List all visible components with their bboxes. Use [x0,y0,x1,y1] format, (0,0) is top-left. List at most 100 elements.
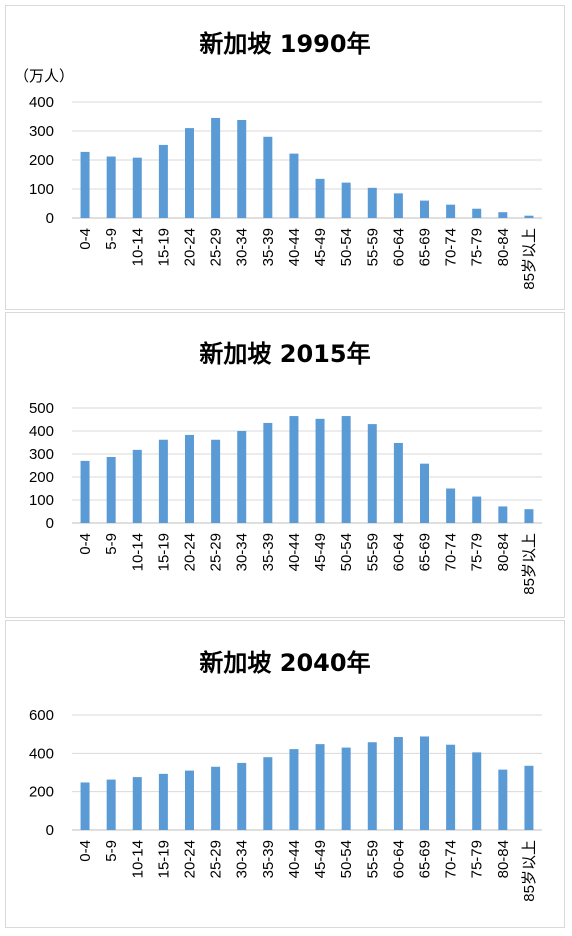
x-tick-label: 40-44 [286,228,303,266]
bar [211,766,221,830]
y-tick-label: 100 [29,181,54,198]
bar [211,439,221,523]
x-tick-label: 80-84 [495,840,512,878]
chart-panel-1990: 新加坡 1990年 （万人） 0 100 200 300 400 0-4 5-9 10-14 15-… [5,5,565,310]
y-tick-label: 100 [29,492,54,509]
x-tick-label: 35-39 [260,840,277,878]
chart-title: 新加坡 1990年 [199,30,370,58]
y-tick-label: 500 [29,400,54,417]
x-tick-label: 20-24 [182,228,199,266]
bar [263,422,273,523]
x-tick-label: 70-74 [443,228,460,266]
y-tick-label: 0 [46,822,54,839]
bar [341,416,351,523]
y-tick-label: 400 [29,745,54,762]
x-tick-label: 30-34 [234,228,251,266]
x-tick-label: 35-39 [260,533,277,571]
x-tick-label: 55-59 [364,840,381,878]
bar [315,418,325,523]
bar [446,488,456,523]
y-tick-label: 400 [29,423,54,440]
chart-title: 新加坡 2040年 [199,649,370,677]
x-tick-label: 65-69 [417,228,434,266]
bar [80,151,90,218]
bar [106,456,116,523]
y-tick-label: 0 [46,210,54,227]
bar [472,496,482,523]
bar [341,182,351,218]
x-tick-label: 55-59 [364,533,381,571]
x-tick-label: 30-34 [234,533,251,571]
bar [289,749,299,830]
x-tick-label: 20-24 [182,533,199,571]
bar [263,136,273,218]
x-tick-label: 60-64 [390,228,407,266]
x-tick-label: 45-49 [312,533,329,571]
x-tick-label: 15-19 [155,228,172,266]
x-tick-label: 0-4 [77,533,94,555]
bar [446,204,456,218]
y-tick-label: 300 [29,446,54,463]
x-tick-label: 5-9 [103,228,120,250]
x-tick-label: 85岁以上 [521,840,538,902]
x-tick-label: 55-59 [364,228,381,266]
x-tick-label: 25-29 [208,228,225,266]
x-tick-label: 15-19 [155,840,172,878]
x-tick-label: 75-79 [469,840,486,878]
y-tick-label: 200 [29,469,54,486]
chart-2015: 新加坡 2015年 0 100 200 300 400 500 0-4 5-9 10-14 15-1… [29,340,542,595]
y-tick-label: 600 [29,707,54,724]
bar [185,434,194,523]
x-tick-label: 35-39 [260,228,277,266]
x-tick-label: 15-19 [155,533,172,571]
bar [237,431,247,523]
x-tick-label: 70-74 [443,533,460,571]
bar [420,200,429,218]
bar [237,762,247,830]
bar [498,769,508,830]
chart-1990: 新加坡 1990年 （万人） 0 100 200 300 400 0-4 5-9 10-14 15-… [14,30,542,290]
bar [315,744,325,830]
bar [341,747,351,830]
bar [472,752,482,830]
x-tick-label: 65-69 [417,840,434,878]
x-tick-label: 75-79 [469,533,486,571]
y-tick-label: 300 [29,123,54,140]
bar [472,208,482,218]
x-tick-label: 65-69 [417,533,434,571]
x-tick-label: 40-44 [286,533,303,571]
x-tick-label: 20-24 [182,840,199,878]
bar [158,773,168,830]
bar [315,178,325,218]
x-tick-label: 45-49 [312,228,329,266]
bar [393,442,403,523]
bar [420,736,429,830]
x-tick-label: 60-64 [390,840,407,878]
chart-panel-2040: 新加坡 2040年 0 200 400 600 0-4 5-9 10-14 15-19 20-24… [5,620,565,928]
bar [132,157,142,218]
x-tick-label: 80-84 [495,228,512,266]
x-tick-label: 25-29 [208,840,225,878]
chart-panel-2015: 新加坡 2015年 0 100 200 300 400 500 0-4 5-9 10-14 15-1… [5,312,565,618]
bar [106,779,116,830]
x-tick-label: 70-74 [443,840,460,878]
bar [289,416,299,523]
y-unit-label: （万人） [14,67,74,85]
x-tick-label: 0-4 [77,228,94,250]
bar [524,509,534,523]
bar [446,744,456,830]
bar [237,119,247,218]
y-tick-label: 200 [29,784,54,801]
x-tick-label: 10-14 [129,840,146,878]
y-tick-label: 200 [29,152,54,169]
y-tick-label: 0 [46,515,54,532]
x-tick-label: 30-34 [234,840,251,878]
bar [498,212,508,218]
x-tick-label: 40-44 [286,840,303,878]
bar [263,757,273,830]
bar [132,449,142,523]
bar [132,777,142,830]
bar [289,153,299,218]
x-tick-label: 85岁以上 [521,533,538,595]
x-tick-label: 60-64 [390,533,407,571]
